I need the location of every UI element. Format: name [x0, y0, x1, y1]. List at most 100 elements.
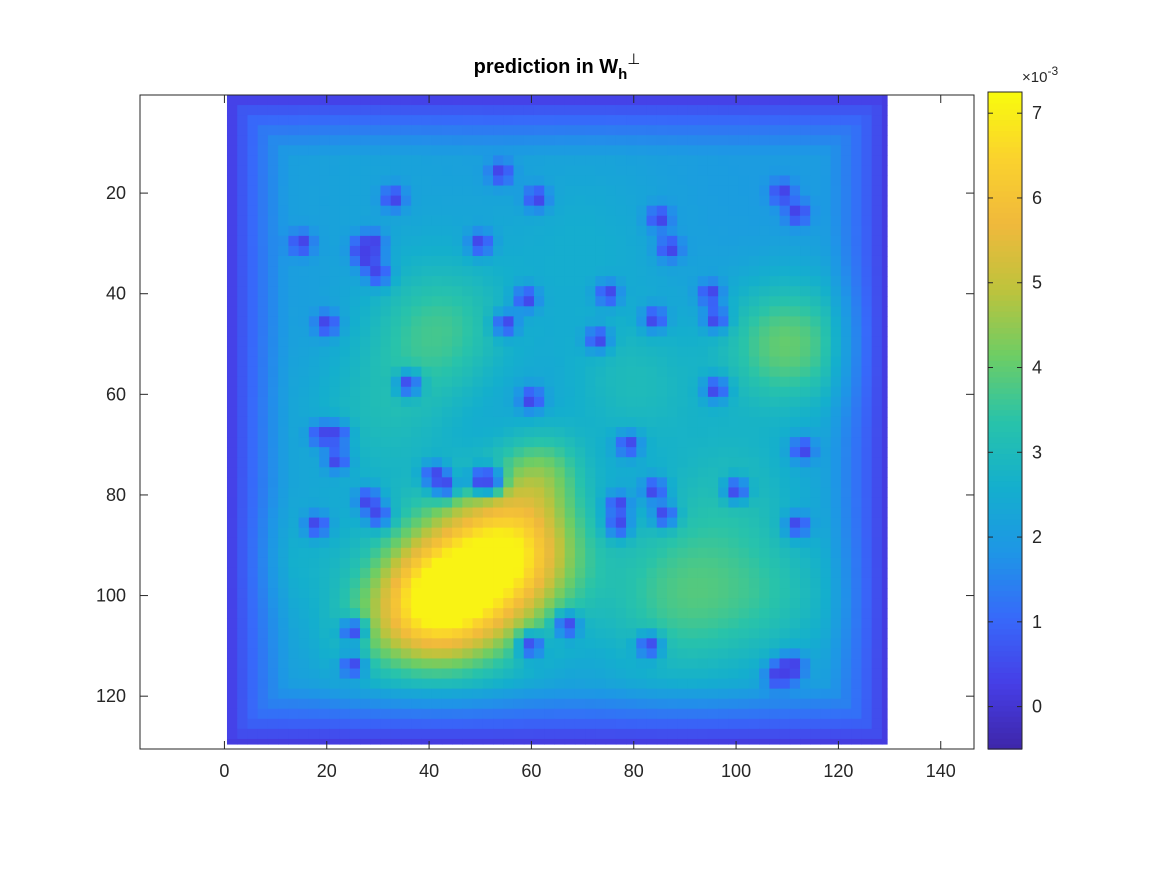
heatmap-cell [605, 215, 617, 227]
heatmap-cell [482, 628, 494, 639]
heatmap-cell [789, 507, 801, 519]
heatmap-cell [237, 648, 249, 660]
heatmap-cell [329, 547, 341, 559]
heatmap-cell [400, 668, 412, 680]
heatmap-cell [667, 356, 678, 368]
heatmap-cell [390, 577, 402, 589]
heatmap-cell [247, 306, 259, 317]
heatmap-cell [759, 648, 770, 660]
heatmap-cell [881, 195, 888, 207]
heatmap-cell [339, 477, 351, 488]
heatmap-cell [871, 255, 883, 267]
heatmap-cell [441, 688, 453, 700]
heatmap-cell [810, 517, 822, 529]
heatmap-cell [667, 125, 678, 136]
heatmap-cell [697, 416, 709, 428]
heatmap-cell [493, 517, 504, 529]
heatmap-cell [687, 708, 699, 720]
heatmap-cell [595, 708, 607, 720]
heatmap-cell [226, 547, 238, 559]
heatmap-cell [779, 497, 791, 509]
heatmap-cell [421, 175, 433, 187]
heatmap-cell [738, 215, 750, 227]
heatmap-cell [626, 276, 637, 287]
heatmap-cell [840, 386, 852, 398]
heatmap-cell [830, 296, 842, 307]
heatmap-cell [564, 155, 576, 167]
heatmap-cell [656, 427, 668, 438]
heatmap-cell [493, 145, 504, 156]
heatmap-cell [339, 658, 351, 670]
heatmap-cell [452, 95, 463, 106]
heatmap-cell [226, 447, 238, 458]
colorbar-exponent: ×10-3 [1022, 64, 1058, 86]
heatmap-cell [237, 195, 249, 207]
heatmap-cell [636, 598, 648, 609]
heatmap-cell [493, 738, 504, 745]
heatmap-cell [789, 567, 801, 579]
heatmap-cell [237, 366, 249, 378]
heatmap-cell [237, 567, 249, 579]
heatmap-cell [759, 336, 770, 348]
heatmap-cell [370, 437, 382, 448]
heatmap-cell [452, 266, 463, 277]
heatmap-cell [493, 346, 504, 358]
heatmap-cell [554, 145, 566, 156]
heatmap-cell [523, 195, 535, 207]
colorbar-exponent-power: -3 [1047, 64, 1058, 78]
heatmap-cell [789, 658, 801, 670]
heatmap-cell [329, 396, 341, 408]
heatmap-cell [595, 447, 607, 458]
heatmap-cell [544, 296, 556, 307]
heatmap-cell [769, 115, 781, 126]
heatmap-cell [871, 225, 883, 237]
heatmap-cell [247, 638, 259, 649]
heatmap-cell [574, 185, 586, 197]
heatmap-cell [789, 628, 801, 639]
heatmap-cell [226, 467, 238, 478]
heatmap-cell [319, 598, 330, 609]
heatmap-cell [278, 266, 289, 277]
heatmap-cell [707, 537, 719, 549]
heatmap-cell [298, 155, 310, 167]
heatmap-cell [452, 618, 463, 629]
heatmap-cell [564, 467, 576, 478]
heatmap-cell [574, 537, 586, 549]
heatmap-cell [380, 165, 392, 177]
heatmap-cell [349, 688, 361, 700]
heatmap-cell [626, 598, 637, 609]
heatmap-cell [441, 678, 453, 690]
heatmap-cell [748, 386, 760, 398]
heatmap-cell [237, 105, 249, 116]
heatmap-cell [595, 427, 607, 438]
heatmap-cell [830, 215, 842, 227]
heatmap-cell [738, 497, 750, 509]
heatmap-cell [830, 255, 842, 267]
heatmap-cell [380, 266, 392, 277]
heatmap-cell [677, 688, 689, 700]
heatmap-cell [370, 416, 382, 428]
heatmap-cell [493, 205, 504, 217]
heatmap-cell [759, 175, 770, 187]
heatmap-cell [728, 497, 740, 509]
heatmap-cell [626, 155, 637, 167]
heatmap-cell [595, 658, 607, 670]
heatmap-cell [728, 638, 740, 649]
heatmap-cell [360, 427, 371, 438]
heatmap-cell [595, 336, 607, 348]
heatmap-cell [400, 346, 412, 358]
heatmap-cell [738, 437, 750, 448]
heatmap-cell [697, 205, 709, 217]
heatmap-cell [646, 416, 658, 428]
heatmap-cell [360, 326, 371, 338]
heatmap-cell [380, 668, 392, 680]
heatmap-cell [707, 698, 719, 710]
heatmap-cell [820, 638, 832, 649]
heatmap-cell [687, 276, 699, 287]
heatmap-cell [820, 427, 832, 438]
heatmap-cell [462, 396, 474, 408]
heatmap-cell [728, 618, 740, 629]
heatmap-cell [380, 235, 392, 247]
heatmap-cell [687, 266, 699, 277]
heatmap-cell [360, 527, 371, 539]
